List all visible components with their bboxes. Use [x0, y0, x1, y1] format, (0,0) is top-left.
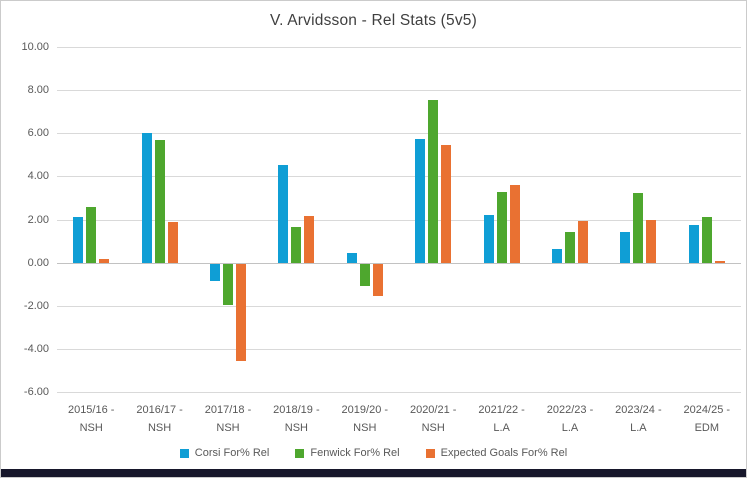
x-axis-category-label: 2017/18 - NSH [194, 401, 262, 437]
category-season-text: 2021/22 - [478, 404, 525, 416]
category-season-text: 2019/20 - [341, 404, 389, 416]
x-axis-category-label: 2018/19 - NSH [262, 401, 330, 437]
bar [509, 185, 520, 263]
bar [441, 145, 452, 263]
bar [565, 232, 575, 263]
bar [304, 216, 315, 263]
category-team-text: NSH [216, 422, 240, 434]
category-team-text: NSH [353, 422, 377, 434]
plot-area [57, 47, 741, 393]
bar [291, 227, 302, 263]
bar [154, 139, 165, 263]
bar [415, 138, 426, 263]
y-axis-tick-label: 0.00 [27, 256, 49, 269]
gridline [57, 90, 741, 92]
legend-item: Fenwick For% Rel [295, 447, 400, 459]
bar [346, 252, 357, 263]
legend-label: Corsi For% Rel [194, 447, 270, 459]
legend-label: Fenwick For% Rel [310, 447, 400, 459]
gridline [57, 392, 741, 393]
legend-swatch-icon [295, 448, 305, 458]
x-axis-category-label: 2015/16 - NSH [57, 401, 125, 437]
category-season-text: 2018/19 - [273, 404, 320, 416]
bar [701, 217, 712, 263]
bar [99, 259, 110, 263]
legend-swatch-icon [179, 448, 189, 458]
x-axis-category-label: 2023/24 - L.A [604, 401, 672, 437]
category-season-text: 2023/24 - [615, 404, 662, 416]
bar [359, 263, 370, 287]
bar [714, 260, 725, 263]
bar [210, 263, 220, 281]
zero-axis-line [57, 262, 741, 264]
y-axis-tick-label: -6.00 [23, 386, 49, 398]
y-axis-tick-label: 2.00 [27, 213, 49, 226]
legend-item: Expected Goals For% Rel [425, 447, 568, 459]
bar [278, 164, 289, 263]
category-team-text: EDM [694, 422, 720, 434]
legend-item: Corsi For% Rel [179, 447, 270, 459]
category-team-text: L.A [493, 422, 510, 434]
y-axis-tick-label: 4.00 [27, 170, 49, 183]
category-team-text: NSH [147, 422, 172, 434]
gridline [57, 176, 741, 178]
bar [688, 224, 699, 263]
chart-legend: Corsi For% Rel Fenwick For% Rel Expected G… [1, 447, 746, 459]
bar [428, 99, 439, 263]
category-season-text: 2017/18 - [204, 404, 252, 416]
category-season-text: 2020/21 - [409, 404, 457, 416]
y-axis-tick-label: 6.00 [27, 127, 49, 140]
bar [578, 220, 588, 263]
y-axis-tick-label: -2.00 [23, 299, 49, 312]
category-season-text: 2024/25 - [683, 404, 731, 416]
y-axis-tick-label: 10.00 [21, 41, 49, 53]
bar [483, 215, 494, 263]
chart-title: V. Arvidsson - Rel Stats (5v5) [269, 12, 477, 29]
bar [552, 248, 562, 263]
x-axis-category-label: 2020/21 - NSH [399, 401, 467, 437]
category-season-text: 2022/23 - [546, 404, 594, 416]
gridline [57, 348, 741, 350]
window-edge-strip [1, 469, 746, 477]
category-team-text: NSH [421, 422, 445, 434]
bar [372, 263, 383, 296]
bar [496, 191, 507, 263]
category-team-text: L.A [630, 422, 647, 434]
x-axis-category-label: 2021/22 - L.A [467, 401, 535, 437]
x-axis-category-label: 2024/25 - EDM [673, 401, 741, 437]
category-team-text: L.A [561, 422, 579, 434]
bar [646, 219, 657, 263]
gridline [57, 47, 741, 48]
legend-label: Expected Goals For% Rel [440, 447, 568, 459]
bar [86, 206, 97, 263]
bar [223, 263, 233, 305]
category-season-text: 2015/16 - [67, 404, 115, 416]
x-axis-category-label: 2016/17 - NSH [125, 401, 193, 437]
gridline [57, 133, 741, 135]
y-axis-tick-label: -4.00 [23, 342, 49, 355]
y-axis-tick-label: 8.00 [27, 84, 49, 97]
bar [141, 133, 152, 263]
bar [620, 232, 631, 263]
x-axis-category-label: 2019/20 - NSH [331, 401, 399, 437]
bar [236, 263, 246, 361]
bar [167, 221, 178, 263]
gridline [57, 305, 741, 307]
bar [633, 192, 644, 263]
category-team-text: NSH [284, 422, 308, 434]
category-season-text: 2016/17 - [136, 404, 183, 416]
x-axis-category-label: 2022/23 - L.A [536, 401, 604, 437]
bar [73, 217, 84, 263]
category-team-text: NSH [79, 422, 103, 434]
legend-swatch-icon [425, 448, 435, 458]
gridline [57, 219, 741, 221]
